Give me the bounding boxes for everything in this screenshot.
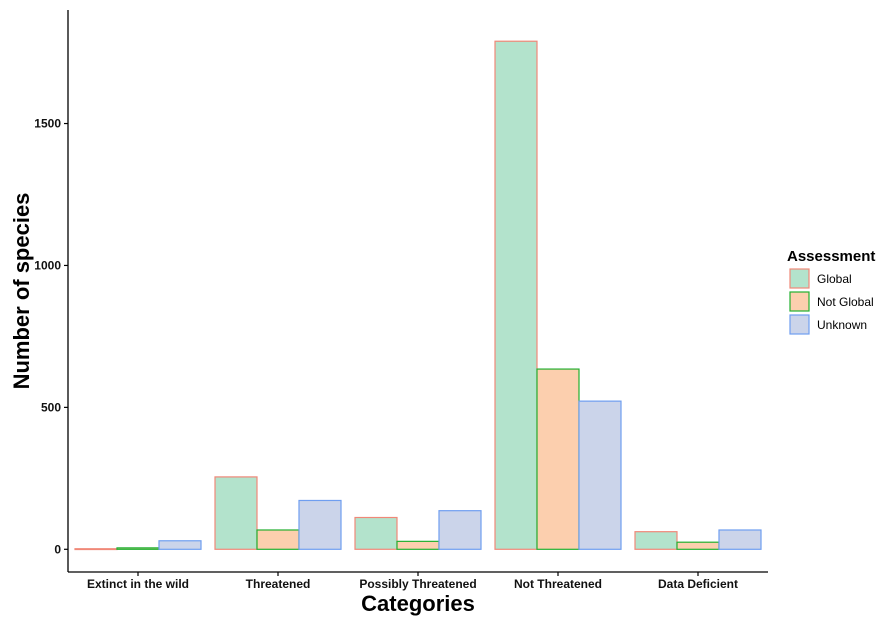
- legend-label: Unknown: [817, 318, 867, 332]
- x-ticks: Extinct in the wild Threatened Possibly Th…: [87, 572, 738, 591]
- bar-global-not-threatened: [494, 40, 538, 550]
- legend-key-unknown: [789, 314, 810, 335]
- legend-title: Assessment: [787, 248, 875, 265]
- y-axis-title: Number of species: [9, 193, 34, 390]
- legend-label: Global: [817, 272, 852, 286]
- legend-key-not-global: [789, 291, 810, 312]
- y-tick-label: 1000: [34, 258, 61, 272]
- bar-unknown-data-deficient: [718, 529, 762, 550]
- bar-not-global-extinct-in-the-wild: [116, 547, 160, 550]
- bar-unknown-threatened: [298, 499, 342, 550]
- y-tick-label: 1500: [34, 117, 61, 131]
- bars-layer: [74, 40, 762, 551]
- bar-global-data-deficient: [634, 531, 678, 550]
- bar-not-global-threatened: [256, 529, 300, 550]
- y-ticks: 0 500 1000 1500: [34, 117, 68, 556]
- x-tick-label: Not Threatened: [514, 577, 602, 591]
- bar-not-global-data-deficient: [676, 541, 720, 550]
- axes-layer: [67, 10, 768, 573]
- bar-not-global-not-threatened: [536, 368, 580, 550]
- bar-global-extinct-in-the-wild: [74, 548, 118, 551]
- x-tick-label: Threatened: [246, 577, 311, 591]
- x-tick-label: Data Deficient: [658, 577, 738, 591]
- bar-not-global-possibly-threatened: [396, 540, 440, 550]
- legend: Assessment Global Not Global Unknown: [787, 248, 875, 335]
- bar-unknown-not-threatened: [578, 400, 622, 550]
- bar-global-threatened: [214, 476, 258, 550]
- x-tick-label: Possibly Threatened: [359, 577, 476, 591]
- legend-key-global: [789, 268, 810, 289]
- bar-unknown-possibly-threatened: [438, 510, 482, 550]
- bar-unknown-extinct-in-the-wild: [158, 540, 202, 550]
- y-tick-label: 500: [41, 400, 61, 414]
- y-tick-label: 0: [54, 542, 61, 556]
- x-axis-title: Categories: [361, 591, 475, 616]
- x-tick-label: Extinct in the wild: [87, 577, 189, 591]
- bar-global-possibly-threatened: [354, 516, 398, 550]
- legend-label: Not Global: [817, 295, 874, 309]
